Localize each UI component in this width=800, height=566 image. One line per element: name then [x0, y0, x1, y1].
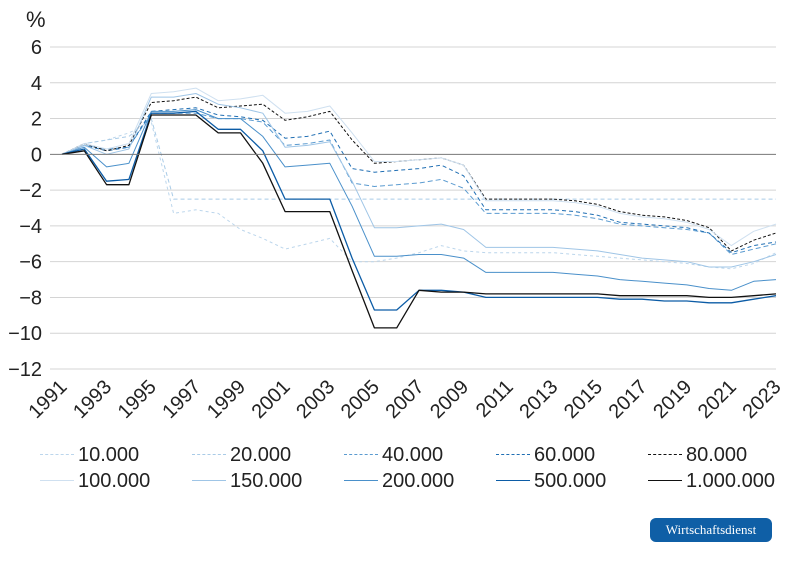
x-tick-label: 2009 — [426, 376, 473, 423]
y-axis-label: % — [26, 7, 46, 32]
series-line-100000 — [61, 87, 777, 247]
legend-label: 1.000.000 — [686, 470, 775, 492]
legend-label: 150.000 — [230, 470, 303, 492]
series-line-150000 — [61, 93, 777, 268]
y-tick-label: −6 — [19, 252, 42, 274]
x-tick-label: 2013 — [515, 376, 562, 423]
x-tick-label: 1995 — [114, 376, 161, 423]
y-tick-label: 6 — [31, 37, 42, 59]
series-line-60000 — [61, 107, 777, 254]
series-lines — [61, 87, 777, 329]
x-tick-label: 2021 — [694, 376, 741, 423]
line-chart: % 6 4 2 0 −2 −4 −6 −8 −10 −12 1991199319951997199… — [8, 7, 786, 423]
x-tick-label: 2017 — [605, 376, 652, 423]
x-tick-label: 2023 — [739, 376, 786, 423]
legend-label: 10.000 — [78, 444, 140, 466]
series-line-1000000 — [61, 114, 777, 329]
legend-swatch — [192, 454, 226, 455]
x-tick-label: 1999 — [203, 376, 250, 423]
y-tick-label: 2 — [31, 109, 42, 131]
x-tick-label: 2015 — [560, 376, 607, 423]
x-tick-label: 2003 — [292, 376, 339, 423]
x-tick-label: 2007 — [382, 376, 429, 423]
x-tick-label: 2001 — [248, 376, 295, 423]
x-tick-label: 1991 — [25, 376, 72, 423]
x-tick-label: 2019 — [649, 376, 696, 423]
y-tick-label: −10 — [8, 323, 42, 345]
series-line-10000 — [61, 121, 777, 270]
legend-swatch — [40, 480, 74, 481]
legend-swatch — [192, 480, 226, 481]
legend-swatch — [40, 454, 74, 455]
gridlines — [50, 46, 776, 370]
series-line-80000 — [61, 96, 777, 252]
legend-label: 500.000 — [534, 470, 607, 492]
legend-swatch — [496, 480, 530, 481]
y-tick-label: 4 — [31, 73, 42, 95]
x-tick-labels: 1991199319951997199920012003200520072009… — [25, 376, 786, 423]
legend-label: 40.000 — [382, 444, 444, 466]
series-line-500000 — [61, 110, 777, 311]
x-tick-label: 1997 — [158, 376, 205, 423]
y-tick-label: −2 — [19, 180, 42, 202]
x-tick-label: 1993 — [69, 376, 116, 423]
legend-swatch — [648, 480, 682, 481]
y-tick-label: 0 — [31, 144, 42, 166]
x-tick-label: 2005 — [337, 376, 384, 423]
y-tick-label: −4 — [19, 216, 42, 238]
legend-label: 80.000 — [686, 444, 748, 466]
legend-swatch — [344, 480, 378, 481]
legend-label: 60.000 — [534, 444, 596, 466]
series-line-40000 — [61, 112, 777, 255]
legend-label: 100.000 — [78, 470, 151, 492]
x-tick-label: 2011 — [472, 376, 518, 422]
legend: 10.000 20.000 40.000 60.000 80.000 100.000 150… — [40, 444, 800, 494]
wirtschaftsdienst-badge: Wirtschaftsdienst — [650, 518, 772, 542]
legend-label: 200.000 — [382, 470, 455, 492]
legend-swatch — [648, 454, 682, 455]
y-tick-labels: 6 4 2 0 −2 −4 −6 −8 −10 −12 — [8, 37, 42, 381]
series-line-200000 — [61, 109, 777, 291]
legend-swatch — [496, 454, 530, 455]
y-tick-label: −12 — [8, 359, 42, 381]
y-tick-label: −8 — [19, 287, 42, 309]
series-line-20000 — [61, 118, 776, 200]
legend-swatch — [344, 454, 378, 455]
legend-label: 20.000 — [230, 444, 292, 466]
